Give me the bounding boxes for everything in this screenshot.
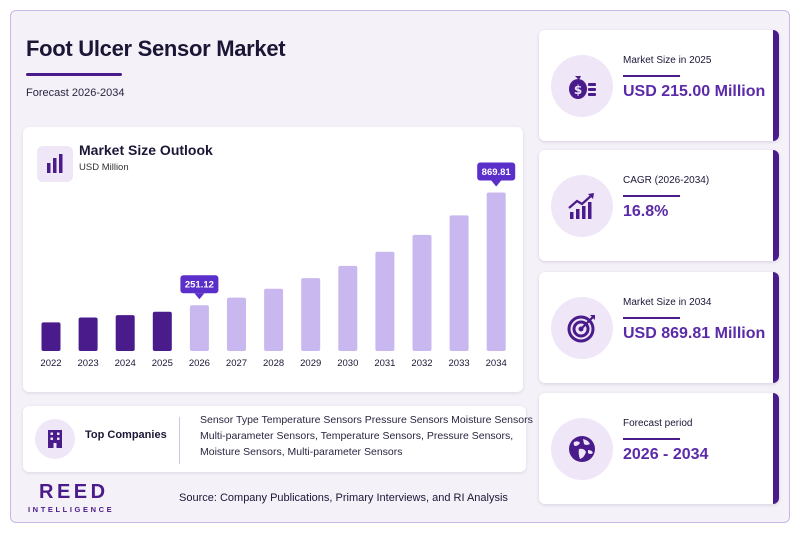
chart-title: Market Size Outlook — [79, 142, 213, 158]
chart-unit: USD Million — [79, 162, 129, 173]
bar-2031 — [375, 251, 395, 351]
stat-rule — [623, 317, 680, 319]
svg-text:$: $ — [574, 83, 582, 97]
stat-label: Market Size in 2034 — [623, 297, 712, 308]
source-note: Source: Company Publications, Primary In… — [179, 492, 508, 504]
bar-2028 — [264, 288, 284, 351]
top-companies-card: Top Companies Sensor Type Temperature Se… — [23, 406, 533, 472]
x-tick-label: 2024 — [115, 358, 136, 369]
bar-chart-icon — [37, 146, 73, 182]
callout-label: 251.12 — [185, 280, 214, 291]
x-tick-label: 2022 — [40, 358, 61, 369]
logo-subtitle: INTELLIGENCE — [28, 505, 115, 514]
x-tick-label: 2033 — [449, 358, 470, 369]
top-companies-text: Sensor Type Temperature Sensors Pressure… — [200, 414, 533, 458]
building-icon — [35, 419, 75, 459]
callout-2034: 869.81 — [477, 162, 516, 187]
bar-2034 — [486, 192, 506, 351]
x-tick-label: 2025 — [152, 358, 173, 369]
stat-card-market-size-2025: $ Market Size in 2025 USD 215.00 Million — [539, 30, 779, 141]
stat-card-cagr: CAGR (2026-2034) 16.8% — [539, 150, 779, 261]
callout-2026: 251.12 — [180, 275, 219, 300]
bar-2032 — [412, 234, 432, 351]
growth-chart-icon — [551, 175, 613, 237]
page-subtitle: Forecast 2026-2034 — [26, 87, 125, 99]
x-tick-label: 2030 — [337, 358, 358, 369]
bar-2022 — [41, 322, 61, 351]
market-size-chart-card: Market Size Outlook USD Million 2022 2023… — [23, 127, 523, 392]
bar-2027 — [227, 297, 246, 351]
divider — [179, 417, 180, 464]
x-tick-label: 2028 — [263, 358, 284, 369]
bar-2026 — [189, 305, 209, 351]
stat-label: Forecast period — [623, 418, 693, 429]
page-title: Foot Ulcer Sensor Market — [26, 36, 286, 61]
bar-2025 — [152, 311, 172, 351]
bar-2029 — [301, 278, 321, 351]
bar-2023 — [78, 317, 98, 351]
x-tick-label: 2029 — [300, 358, 321, 369]
stat-value: 2026 - 2034 — [623, 446, 709, 463]
x-tick-label: 2026 — [189, 358, 210, 369]
globe-icon — [551, 418, 613, 480]
x-tick-label: 2031 — [374, 358, 395, 369]
bar-chart: 2022 2023 2024 2025 2026 2027 2028 2029 2030 2031… — [40, 162, 516, 369]
x-tick-label: 2034 — [486, 358, 507, 369]
stat-value: 16.8% — [623, 203, 669, 220]
stat-label: Market Size in 2025 — [623, 55, 712, 66]
target-icon — [551, 297, 613, 359]
stat-rule — [623, 195, 680, 197]
stat-value: USD 215.00 Million — [623, 83, 766, 100]
x-tick-label: 2032 — [411, 358, 432, 369]
top-companies-label: Top Companies — [85, 429, 167, 441]
x-tick-label: 2027 — [226, 358, 247, 369]
callout-label: 869.81 — [482, 167, 512, 178]
logo-wordmark: REED — [39, 481, 109, 503]
stat-label: CAGR (2026-2034) — [623, 175, 710, 186]
bar-2030 — [338, 265, 358, 351]
stat-rule — [623, 75, 680, 77]
stat-card-forecast-period: Forecast period 2026 - 2034 — [539, 393, 779, 504]
x-tick-label: 2023 — [78, 358, 99, 369]
bar-2033 — [449, 215, 469, 351]
stat-card-market-size-2034: Market Size in 2034 USD 869.81 Million — [539, 272, 779, 383]
bar-2024 — [115, 315, 135, 351]
title-underline — [26, 73, 122, 76]
stat-rule — [623, 438, 680, 440]
stat-value: USD 869.81 Million — [623, 325, 766, 342]
money-bag-icon: $ — [551, 55, 613, 117]
